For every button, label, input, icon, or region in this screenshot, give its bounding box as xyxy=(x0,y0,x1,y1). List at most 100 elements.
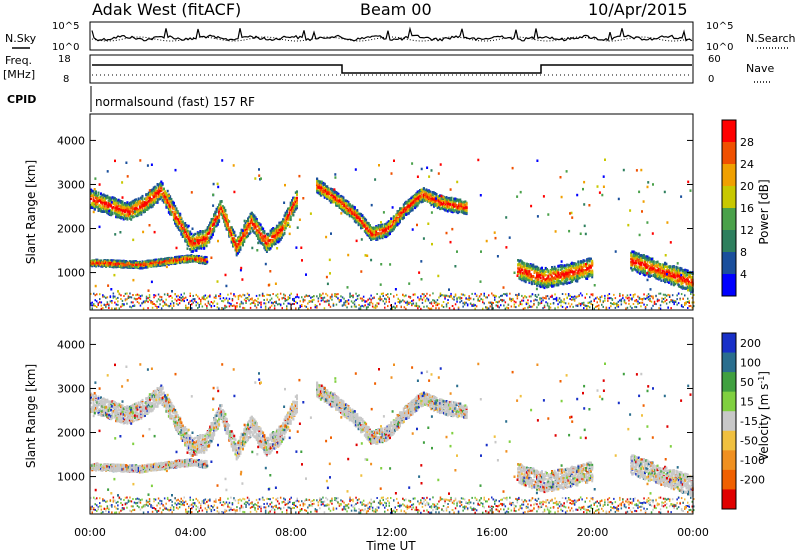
power-cell xyxy=(532,275,534,278)
power-cell xyxy=(199,231,201,234)
power-cell xyxy=(138,197,140,200)
power-cell xyxy=(324,183,326,186)
power-cell xyxy=(382,225,384,228)
power-cell xyxy=(271,245,273,248)
power-cell xyxy=(196,249,198,252)
power-cell xyxy=(292,214,294,217)
power-cell xyxy=(179,214,181,217)
power-cell xyxy=(194,233,196,236)
power-cell xyxy=(218,219,220,222)
power-cell xyxy=(466,209,468,212)
power-cell xyxy=(142,207,144,210)
frequency-panel-frame xyxy=(90,55,693,83)
date-title: 10/Apr/2015 xyxy=(588,0,688,19)
power-cell xyxy=(192,250,194,253)
noise-sky-series xyxy=(92,28,692,41)
power-cell xyxy=(390,218,392,221)
power-cell xyxy=(356,209,358,212)
power-scatter-cells xyxy=(90,159,695,310)
power-cell xyxy=(540,277,542,280)
power-cell xyxy=(172,211,174,214)
nave-tick-top: 60 xyxy=(708,54,721,65)
station-title: Adak West (fitACF) xyxy=(92,0,241,19)
power-cell xyxy=(466,212,468,215)
power-cell xyxy=(247,220,249,223)
power-cell xyxy=(545,271,547,274)
power-cell xyxy=(211,236,213,239)
power-cell xyxy=(191,233,193,236)
noise-panel-frame xyxy=(90,22,693,50)
power-cell xyxy=(537,278,539,281)
frequency-panel: Freq. [MHz] 18 8 60 0 Nave xyxy=(3,54,774,85)
power-cell xyxy=(160,196,162,199)
power-cell xyxy=(169,208,171,211)
power-cell xyxy=(250,230,252,233)
power-cell xyxy=(389,233,391,236)
power-cell xyxy=(224,209,226,212)
power-cell xyxy=(246,232,248,235)
power-cell xyxy=(422,191,424,194)
power-cell xyxy=(98,193,100,196)
power-cell xyxy=(316,178,318,181)
power-cell xyxy=(174,205,176,208)
power-cell xyxy=(296,190,298,193)
nave-label: Nave xyxy=(746,62,774,75)
nave-tick-bottom: 0 xyxy=(708,74,714,85)
power-cell xyxy=(226,215,228,218)
power-cell xyxy=(290,216,292,219)
power-cell xyxy=(291,199,293,202)
power-cell xyxy=(238,251,240,254)
power-cell xyxy=(262,228,264,231)
beam-title: Beam 00 xyxy=(360,0,432,19)
power-cell xyxy=(93,197,95,200)
freq-tick-top: 18 xyxy=(58,54,71,65)
power-cell xyxy=(235,234,237,237)
power-cell xyxy=(221,200,223,203)
power-cell xyxy=(251,227,253,230)
power-cell xyxy=(378,232,380,235)
power-cell xyxy=(203,247,205,250)
power-cell xyxy=(528,270,530,273)
power-cell xyxy=(206,245,208,248)
power-cell xyxy=(109,265,111,268)
power-cell xyxy=(242,244,244,247)
power-cell xyxy=(256,220,258,223)
power-cell xyxy=(547,269,549,272)
power-cell xyxy=(557,268,559,271)
frequency-series xyxy=(92,65,692,73)
power-cell xyxy=(99,204,101,207)
power-cell xyxy=(399,220,401,223)
noise-tick-top-left: 10^5 xyxy=(52,21,79,32)
power-cell xyxy=(466,202,468,205)
power-cell xyxy=(320,184,322,187)
power-cell xyxy=(121,201,123,204)
power-cell xyxy=(521,269,523,272)
noise-tick-bottom-left: 10^0 xyxy=(52,42,79,53)
power-cell xyxy=(228,220,230,223)
noise-tick-top-right: 10^5 xyxy=(706,21,733,32)
noise-left-label: N.Sky xyxy=(5,32,37,45)
power-cell xyxy=(208,232,210,235)
power-cell xyxy=(275,243,277,246)
power-cell xyxy=(126,218,128,221)
power-cell xyxy=(458,211,460,214)
freq-label-1: Freq. xyxy=(5,54,32,67)
power-cell xyxy=(560,276,562,279)
cpid-text: normalsound (fast) 157 RF xyxy=(95,95,255,109)
power-cell xyxy=(157,201,159,204)
power-cell xyxy=(554,282,556,285)
power-cell xyxy=(105,202,107,205)
power-cell xyxy=(296,205,298,208)
noise-panel: N.Sky N.Search 10^5 10^0 10^5 10^0 xyxy=(5,21,796,53)
power-cell xyxy=(94,208,96,211)
power-cell xyxy=(212,234,214,237)
power-cell xyxy=(130,218,132,221)
power-cell xyxy=(263,232,265,235)
power-cell xyxy=(296,199,298,202)
power-cell xyxy=(189,231,191,234)
noise-right-label: N.Search xyxy=(746,32,796,45)
power-cell xyxy=(281,236,283,239)
power-cell xyxy=(250,224,252,227)
power-cell xyxy=(231,226,233,229)
power-cell xyxy=(557,284,559,287)
